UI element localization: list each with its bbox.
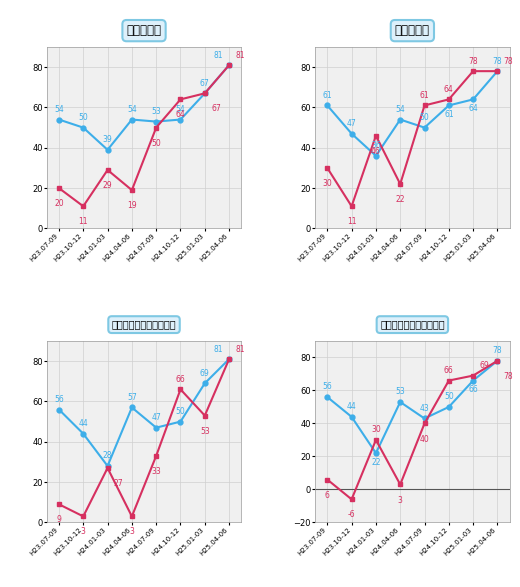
Text: 50: 50 bbox=[176, 407, 185, 416]
Text: 64: 64 bbox=[444, 85, 454, 94]
Text: 54: 54 bbox=[395, 105, 405, 114]
Text: 56: 56 bbox=[322, 383, 332, 392]
Text: 50: 50 bbox=[420, 113, 430, 122]
Text: 47: 47 bbox=[151, 413, 161, 422]
Text: 81: 81 bbox=[236, 50, 245, 59]
Text: 81: 81 bbox=[213, 345, 223, 353]
Text: 総受注戸数: 総受注戸数 bbox=[126, 24, 162, 37]
Text: 11: 11 bbox=[79, 217, 88, 227]
Text: 64: 64 bbox=[469, 104, 478, 113]
Text: 56: 56 bbox=[54, 395, 64, 404]
Text: 61: 61 bbox=[322, 91, 332, 100]
Text: 66: 66 bbox=[444, 366, 454, 375]
Text: -6: -6 bbox=[348, 511, 355, 519]
Text: 30: 30 bbox=[371, 426, 381, 434]
Text: 29: 29 bbox=[103, 181, 112, 190]
Text: 61: 61 bbox=[444, 110, 453, 119]
Text: 11: 11 bbox=[347, 217, 356, 227]
Text: 67: 67 bbox=[200, 79, 210, 88]
Text: 戸建て注文住宅受注戸数: 戸建て注文住宅受注戸数 bbox=[112, 319, 176, 330]
Text: 54: 54 bbox=[127, 105, 137, 114]
Text: 27: 27 bbox=[114, 479, 123, 488]
Text: 戸建て注文住宅受注金額: 戸建て注文住宅受注金額 bbox=[380, 319, 445, 330]
Text: 78: 78 bbox=[504, 372, 513, 381]
Text: 69: 69 bbox=[200, 369, 210, 378]
Text: 30: 30 bbox=[322, 179, 332, 188]
Text: 50: 50 bbox=[444, 392, 454, 402]
Text: 39: 39 bbox=[102, 135, 112, 144]
Text: 43: 43 bbox=[420, 404, 430, 413]
Text: 78: 78 bbox=[492, 56, 502, 66]
Text: 78: 78 bbox=[504, 56, 513, 66]
Text: 3: 3 bbox=[129, 528, 134, 537]
Text: 78: 78 bbox=[469, 56, 478, 66]
Text: 54: 54 bbox=[54, 105, 64, 114]
Text: 9: 9 bbox=[57, 515, 61, 524]
Text: 81: 81 bbox=[236, 345, 245, 353]
Text: 3: 3 bbox=[81, 528, 86, 537]
Text: 22: 22 bbox=[371, 458, 381, 467]
Text: 53: 53 bbox=[200, 427, 210, 436]
Text: 69: 69 bbox=[479, 361, 489, 370]
Text: 81: 81 bbox=[213, 50, 223, 59]
Text: 61: 61 bbox=[420, 91, 430, 100]
Text: 54: 54 bbox=[176, 105, 185, 114]
Text: 6: 6 bbox=[325, 491, 330, 500]
Text: 3: 3 bbox=[398, 495, 402, 505]
Text: 36: 36 bbox=[371, 141, 381, 150]
Text: 44: 44 bbox=[79, 419, 88, 428]
Text: 66: 66 bbox=[176, 375, 185, 384]
Text: 57: 57 bbox=[127, 393, 137, 402]
Text: 53: 53 bbox=[395, 387, 405, 396]
Text: 50: 50 bbox=[79, 113, 88, 122]
Text: 64: 64 bbox=[176, 110, 185, 120]
Text: 28: 28 bbox=[103, 451, 112, 460]
Text: 総受注金額: 総受注金額 bbox=[395, 24, 430, 37]
Text: 22: 22 bbox=[396, 195, 405, 204]
Text: 44: 44 bbox=[347, 402, 357, 411]
Text: 33: 33 bbox=[151, 467, 161, 476]
Text: 67: 67 bbox=[211, 104, 221, 113]
Text: 40: 40 bbox=[420, 434, 430, 444]
Text: 78: 78 bbox=[492, 346, 502, 355]
Text: 47: 47 bbox=[347, 119, 357, 128]
Text: 19: 19 bbox=[127, 201, 137, 210]
Text: 66: 66 bbox=[469, 386, 478, 394]
Text: 46: 46 bbox=[371, 147, 381, 156]
Text: 53: 53 bbox=[151, 107, 161, 116]
Text: 20: 20 bbox=[54, 199, 64, 208]
Text: 50: 50 bbox=[151, 139, 161, 148]
